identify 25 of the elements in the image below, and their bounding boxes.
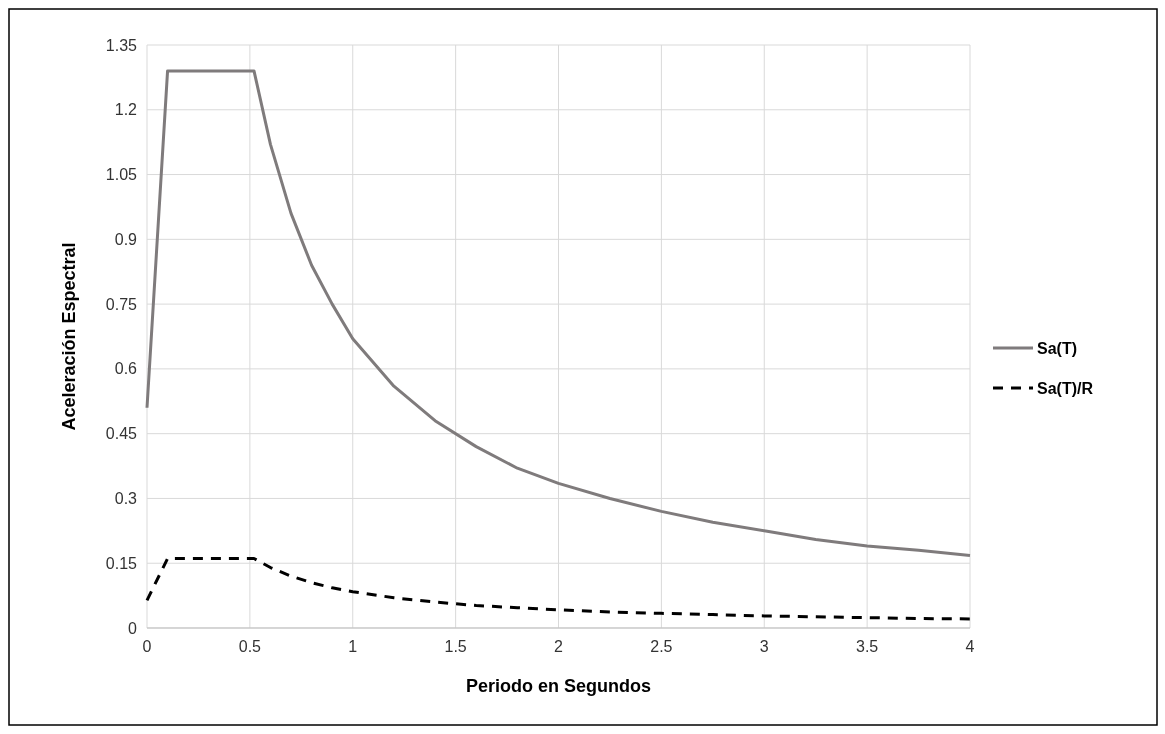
x-tick-label: 3.5 bbox=[856, 638, 879, 655]
x-tick-label: 2.5 bbox=[650, 638, 673, 655]
line-series bbox=[145, 556, 972, 621]
y-tick-label: 1.2 bbox=[114, 101, 138, 119]
y-tick-label: 0.9 bbox=[114, 230, 138, 248]
y-tick-label: 0.3 bbox=[114, 490, 138, 508]
y-axis-title: Aceleración Espectral bbox=[59, 242, 79, 431]
y-tick-label: 1.35 bbox=[105, 36, 138, 54]
y-tick-label: 0.6 bbox=[114, 360, 138, 378]
line-series bbox=[145, 69, 972, 557]
x-tick-label: 2 bbox=[554, 638, 564, 655]
y-tick-label: 1.05 bbox=[105, 166, 138, 184]
legend-label: Sa(T) bbox=[1037, 339, 1077, 357]
y-tick-label: 0.15 bbox=[105, 554, 138, 572]
y-tick-label: 0 bbox=[128, 619, 138, 637]
x-tick-label: 1 bbox=[348, 638, 358, 655]
x-tick-label: 3 bbox=[759, 638, 769, 655]
x-tick-label: 0.5 bbox=[238, 638, 262, 655]
x-axis-title: Periodo en Segundos bbox=[465, 676, 652, 696]
y-tick-label: 0.45 bbox=[105, 425, 138, 443]
x-tick-label: 4 bbox=[965, 638, 975, 655]
x-tick-label: 1.5 bbox=[444, 638, 467, 655]
x-tick-label: 0 bbox=[142, 638, 152, 655]
legend-label: Sa(T)/R bbox=[1037, 379, 1094, 397]
y-tick-label: 0.75 bbox=[105, 295, 138, 313]
